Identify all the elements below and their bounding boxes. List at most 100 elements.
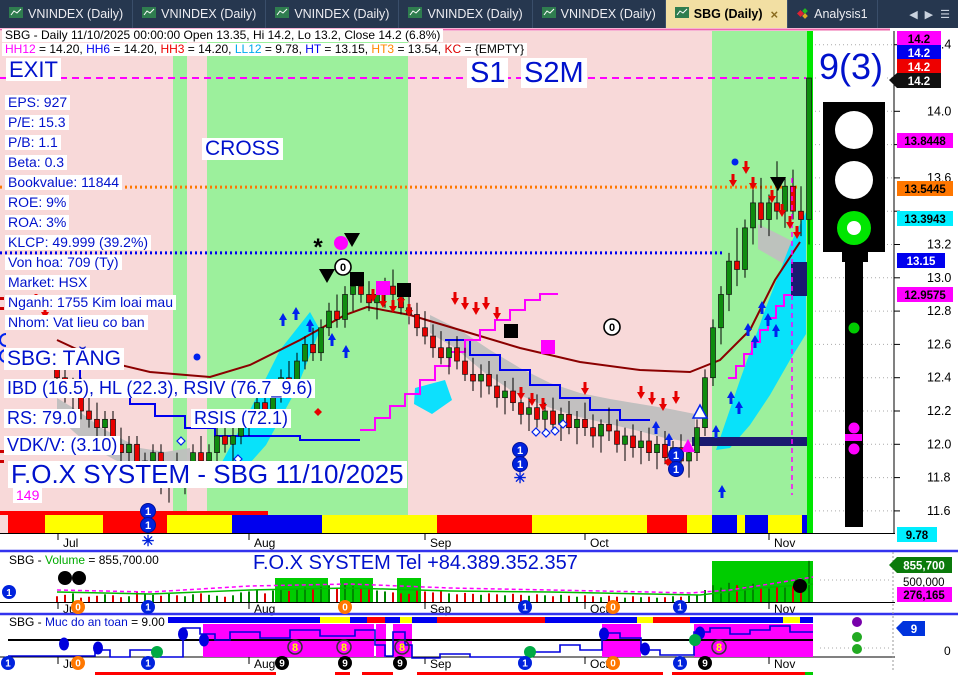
svg-text:✳: ✳: [142, 533, 155, 550]
svg-text:1: 1: [5, 659, 11, 670]
ibd-metrics-label: IBD (16.5), HL (22.3), RSIV (76.7_9.6): [4, 379, 316, 398]
tab-vnindex-4[interactable]: VNINDEX (Daily): [399, 0, 533, 28]
tab-vnindex-5[interactable]: VNINDEX (Daily): [533, 0, 666, 28]
tab-label: SBG (Daily): [693, 7, 763, 21]
rs-label: RS: 79.0: [4, 409, 81, 428]
vdk-label: VDK/V: (3.10): [4, 436, 121, 455]
svg-text:Aug: Aug: [254, 602, 275, 616]
tab-menu-icon[interactable]: ☰: [940, 8, 950, 21]
s1-signal-label: S1: [467, 58, 509, 88]
close-tab-icon[interactable]: ×: [770, 6, 779, 22]
svg-text:1: 1: [145, 659, 151, 670]
trend-status-label: SBG: TĂNG: [4, 347, 124, 371]
svg-text:9: 9: [911, 624, 917, 636]
safety-key: Muc do an toan: [45, 615, 128, 629]
tab-vnindex-1[interactable]: VNINDEX (Daily): [0, 0, 134, 28]
count-badge: 9(3): [816, 48, 887, 86]
legend-ll12-value: = 9.78,: [261, 42, 306, 56]
svg-text:0: 0: [75, 659, 81, 670]
chart-icon: [408, 7, 423, 21]
info-klcp: KLCP: 49.999 (39.2%): [5, 235, 152, 250]
svg-text:Sep: Sep: [430, 536, 452, 550]
svg-text:14.2: 14.2: [908, 62, 930, 74]
panel-separators: [0, 549, 958, 672]
info-eps: EPS: 927: [5, 95, 71, 110]
signal-stripe: [0, 511, 810, 533]
fox-system-title: F.O.X SYSTEM - SBG 11/10/2025: [8, 460, 407, 489]
safety-symbol: SBG -: [9, 615, 46, 629]
next-tab-icon[interactable]: ▶: [924, 8, 934, 21]
svg-text:0: 0: [75, 603, 81, 614]
legend-kc-value: = {EMPTY}: [461, 42, 525, 56]
legend-kc: KC: [444, 42, 462, 56]
tab-label: VNINDEX (Daily): [28, 7, 124, 21]
svg-text:0: 0: [340, 262, 346, 274]
svg-text:500,000: 500,000: [903, 577, 945, 589]
svg-text:1: 1: [517, 445, 523, 457]
chart-icon: [541, 7, 556, 21]
svg-text:9: 9: [279, 659, 285, 670]
volume-value: = 855,700.00: [85, 553, 159, 567]
cross-signal-label: CROSS: [202, 137, 283, 161]
svg-text:8: 8: [399, 642, 405, 654]
svg-text:13.5445: 13.5445: [904, 184, 946, 196]
svg-text:Nov: Nov: [774, 536, 795, 550]
svg-text:Nov: Nov: [774, 602, 795, 616]
chart-icon: [275, 7, 290, 21]
info-nganh: Nganh: 1755 Kim loai mau: [5, 295, 176, 310]
info-roe: ROE: 9%: [5, 195, 70, 210]
tab-analysis1[interactable]: Analysis1: [788, 0, 878, 28]
svg-text:1: 1: [522, 659, 528, 670]
volume-panel-title: SBG - Volume = 855,700.00: [6, 554, 162, 567]
chart-icon: [9, 7, 23, 21]
indicator-legend: HH12 = 14.20, HH6 = 14.20, HH3 = 14.20, …: [2, 42, 528, 56]
svg-text:0: 0: [944, 644, 951, 658]
analysis-icon: [797, 7, 809, 22]
tab-vnindex-2[interactable]: VNINDEX (Daily): [133, 0, 267, 28]
svg-text:14.2: 14.2: [908, 48, 930, 60]
tab-vnindex-3[interactable]: VNINDEX (Daily): [266, 0, 400, 28]
svg-text:13.3943: 13.3943: [904, 214, 946, 226]
tab-sbg-active[interactable]: SBG (Daily) ×: [665, 0, 789, 28]
legend-hh12-value: = 14.20,: [35, 42, 87, 56]
current-bar-highlight: [807, 31, 813, 533]
svg-text:1: 1: [673, 450, 679, 462]
info-pe: P/E: 15.3: [5, 115, 69, 130]
legend-ht: HT: [305, 42, 325, 56]
tab-label: VNINDEX (Daily): [294, 7, 390, 21]
svg-text:1: 1: [6, 588, 12, 599]
svg-text:12.6: 12.6: [927, 337, 951, 351]
svg-text:14.2: 14.2: [908, 76, 930, 88]
svg-text:12.0: 12.0: [927, 437, 951, 451]
info-pb: P/B: 1.1: [5, 135, 61, 150]
prev-tab-icon[interactable]: ◀: [909, 8, 918, 21]
svg-text:855,700: 855,700: [903, 561, 945, 573]
legend-ht3-value: = 13.54,: [397, 42, 445, 56]
svg-text:Jul: Jul: [63, 536, 78, 550]
tab-label: Analysis1: [814, 7, 868, 21]
svg-text:8: 8: [292, 642, 298, 654]
svg-text:13.15: 13.15: [907, 256, 936, 268]
traffic-light: [823, 102, 885, 527]
svg-text:9: 9: [397, 659, 403, 670]
legend-ll12: LL12: [234, 42, 262, 56]
legend-hh6: HH6: [86, 42, 111, 56]
legend-hh3: HH3: [160, 42, 185, 56]
bars-count-label: 149: [13, 488, 43, 503]
svg-text:1: 1: [145, 506, 151, 518]
navy-boxes: [692, 262, 808, 446]
info-market: Market: HSX: [5, 275, 91, 290]
svg-text:11.6: 11.6: [927, 504, 950, 518]
svg-text:0: 0: [342, 603, 348, 614]
svg-text:13.8448: 13.8448: [904, 136, 946, 148]
exit-signal-label: EXIT: [6, 58, 61, 81]
svg-text:13.0: 13.0: [927, 271, 951, 285]
svg-text:1: 1: [522, 603, 528, 614]
svg-text:Aug: Aug: [254, 536, 275, 550]
rsis-label: RSIS (72.1): [191, 409, 292, 428]
s2m-signal-label: S2M: [521, 58, 587, 88]
legend-hh6-value: = 14.20,: [110, 42, 161, 56]
